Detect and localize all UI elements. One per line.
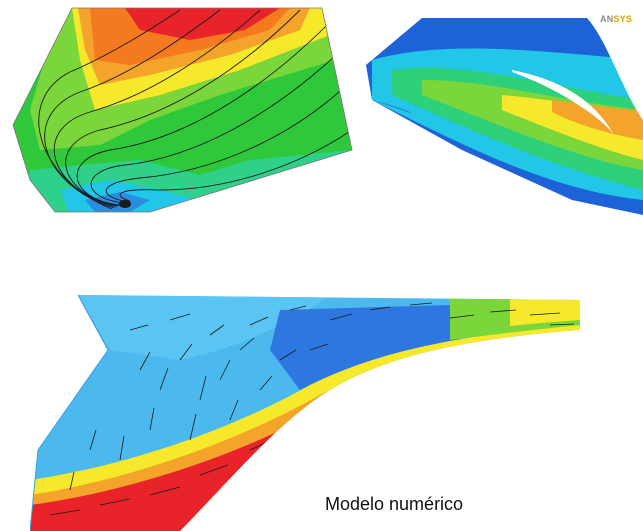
caption-model-label: Modelo numérico bbox=[325, 494, 464, 514]
contour-streamline-graphic bbox=[12, 7, 353, 213]
ansys-logo: ANSYS bbox=[600, 14, 633, 24]
ansys-contour-plot bbox=[352, 0, 643, 220]
vector-field-graphic bbox=[30, 294, 580, 531]
contour-streamline-plot bbox=[0, 0, 360, 220]
ansys-contour-graphic bbox=[366, 18, 643, 215]
velocity-vector-plot bbox=[30, 290, 590, 531]
